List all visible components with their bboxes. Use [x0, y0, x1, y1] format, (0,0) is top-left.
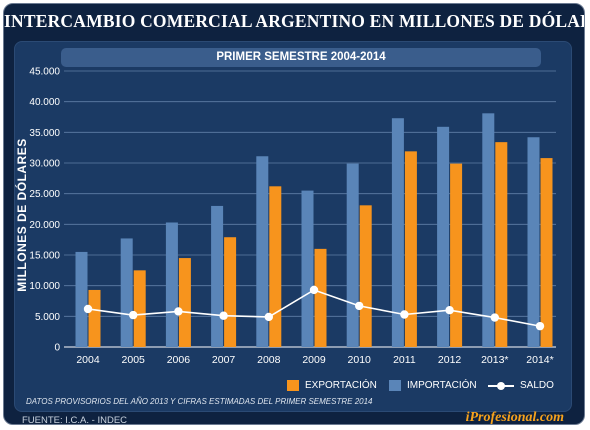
bars [75, 113, 553, 348]
bar-exportacion [224, 237, 237, 347]
saldo-point [129, 310, 138, 320]
x-tick-label: 2004 [76, 354, 100, 366]
x-tick-label: 2005 [122, 354, 146, 366]
chart-frame: INTERCAMBIO COMERCIAL ARGENTINO EN MILLO… [3, 3, 585, 425]
y-tick-label: 25.000 [29, 189, 60, 200]
x-tick-label: 2006 [167, 354, 191, 366]
bar-importacion [437, 126, 450, 348]
bar-importacion [346, 163, 359, 347]
bar-importacion [211, 205, 224, 347]
y-axis-ticks: 0 5.000 10.000 15.000 20.000 25.000 30.000 35.0… [29, 67, 60, 354]
x-tick-label: 2011 [393, 354, 416, 366]
legend-swatch-saldo [488, 381, 514, 390]
x-tick-label: 2008 [257, 354, 281, 366]
bar-exportacion [450, 163, 463, 347]
x-axis-ticks: 2004 2005 2006 2007 2008 2009 2010 2011 2012 2013… [76, 354, 553, 366]
saldo-line-path [87, 289, 541, 327]
y-tick-label: 35.000 [29, 128, 60, 139]
x-tick-label: 2010 [348, 354, 372, 366]
bar-importacion [120, 238, 133, 347]
y-axis-label: MILLONES DE DÓLARES [15, 138, 29, 292]
legend-swatch-importacion [389, 380, 401, 391]
x-tick-label: 2009 [302, 354, 326, 366]
legend-item-saldo: SALDO [488, 380, 554, 391]
legend-item-exportacion: EXPORTACIÓN [287, 380, 377, 391]
saldo-line [83, 285, 545, 331]
y-tick-label: 15.000 [29, 251, 60, 262]
saldo-point [309, 285, 319, 295]
y-tick-label: 40.000 [29, 97, 60, 108]
bar-exportacion [495, 142, 508, 347]
bar-exportacion [404, 151, 417, 347]
legend-item-importacion: IMPORTACIÓN [389, 380, 477, 391]
bar-exportacion [178, 258, 191, 347]
bar-exportacion [540, 158, 553, 347]
chart-panel [14, 41, 572, 412]
saldo-point [490, 313, 499, 322]
saldo-point [535, 321, 545, 331]
saldo-point [83, 304, 93, 314]
saldo-point [400, 310, 409, 319]
legend-swatch-exportacion [287, 380, 299, 391]
legend-label-saldo: SALDO [520, 380, 554, 391]
bar-exportacion [359, 205, 372, 347]
saldo-point [219, 311, 228, 320]
y-tick-label: 30.000 [29, 159, 60, 170]
saldo-point [174, 307, 183, 316]
y-tick-label: 0 [54, 343, 60, 354]
x-tick-label: 2013* [481, 354, 508, 366]
y-tick-label: 10.000 [29, 281, 60, 292]
chart-subtitle: PRIMER SEMESTRE 2004-2014 [61, 48, 541, 67]
x-tick-label: 2007 [212, 354, 236, 366]
source-text: FUENTE: I.C.A. - INDEC [22, 415, 128, 425]
bar-exportacion [314, 248, 327, 347]
x-tick-label: 2012 [438, 354, 462, 366]
bar-importacion [165, 222, 178, 347]
footnote: DATOS PROVISORIOS DEL AÑO 2013 Y CIFRAS … [26, 397, 373, 406]
bar-importacion [75, 251, 88, 347]
bar-importacion [527, 137, 540, 347]
y-tick-label: 20.000 [29, 220, 60, 231]
chart-plot: 0 5.000 10.000 15.000 20.000 25.000 30.000 35.0… [29, 67, 556, 366]
bar-importacion [256, 156, 269, 347]
bar-importacion [391, 118, 404, 347]
bar-exportacion [269, 186, 282, 347]
saldo-point [445, 306, 454, 315]
bar-importacion [301, 190, 314, 347]
legend-label-importacion: IMPORTACIÓN [407, 380, 477, 391]
y-tick-label: 45.000 [29, 67, 60, 78]
x-tick-label: 2014* [526, 354, 553, 366]
saldo-point [355, 301, 364, 311]
brand-logo: iProfesional.com [465, 410, 564, 425]
bar-importacion [482, 113, 495, 347]
chart-title: INTERCAMBIO COMERCIAL ARGENTINO EN MILLO… [4, 11, 585, 31]
bar-exportacion [88, 289, 101, 347]
bar-exportacion [133, 270, 146, 347]
y-tick-label: 5.000 [35, 312, 60, 323]
legend-label-exportacion: EXPORTACIÓN [305, 380, 377, 391]
saldo-point [264, 312, 273, 322]
